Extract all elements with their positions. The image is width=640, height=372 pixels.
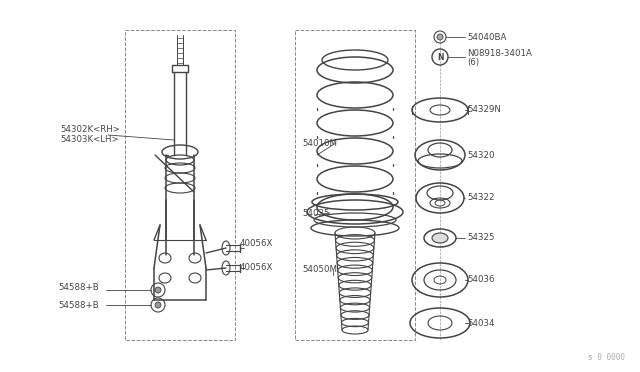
Text: 54322: 54322	[467, 193, 495, 202]
Ellipse shape	[432, 233, 448, 243]
Text: 54588+B: 54588+B	[58, 301, 99, 310]
Text: 54036: 54036	[467, 276, 495, 285]
Text: N08918-3401A: N08918-3401A	[467, 49, 532, 58]
Ellipse shape	[155, 287, 161, 293]
Text: 54050M: 54050M	[302, 266, 337, 275]
Text: 54588+B: 54588+B	[58, 283, 99, 292]
Text: 54302K<RH>: 54302K<RH>	[60, 125, 120, 135]
Text: (6): (6)	[467, 58, 479, 67]
Text: 54329N: 54329N	[467, 106, 501, 115]
Text: N: N	[436, 52, 444, 61]
Ellipse shape	[155, 302, 161, 308]
Text: 40056X: 40056X	[240, 263, 273, 273]
Text: 54040BA: 54040BA	[467, 32, 506, 42]
Ellipse shape	[437, 34, 443, 40]
Text: 54303K<LH>: 54303K<LH>	[60, 135, 118, 144]
Text: s 0 0000: s 0 0000	[588, 353, 625, 362]
Text: 54035: 54035	[302, 208, 330, 218]
Text: 54320: 54320	[467, 151, 495, 160]
Text: 54034: 54034	[467, 318, 495, 327]
Text: 54325: 54325	[467, 234, 495, 243]
Text: 54010M: 54010M	[302, 138, 337, 148]
Text: 40056X: 40056X	[240, 238, 273, 247]
